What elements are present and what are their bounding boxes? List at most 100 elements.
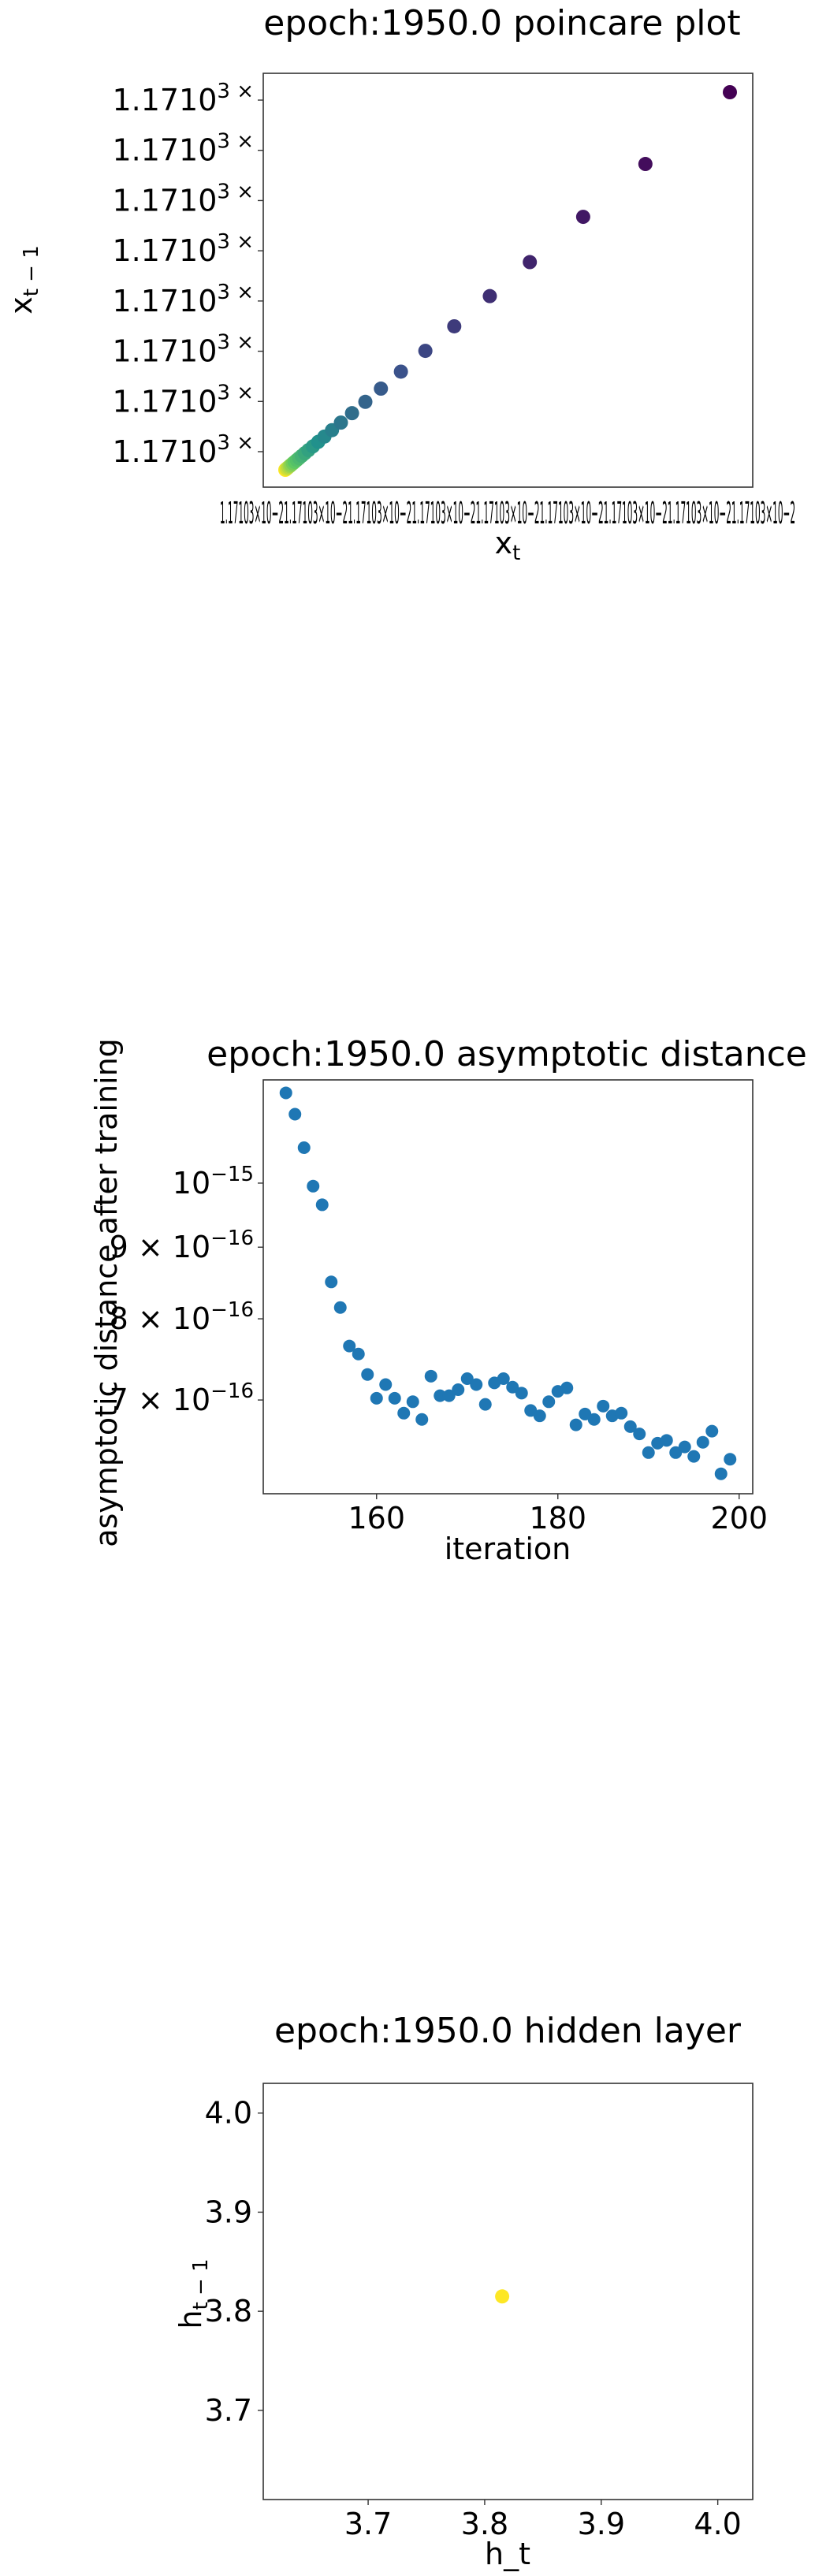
asymptotic-point — [406, 1395, 419, 1409]
poincare-y-tick-label: 1.17103 × — [112, 331, 254, 369]
poincare-point — [358, 394, 373, 409]
asymptotic-x-label: iteration — [445, 1532, 571, 1566]
hidden-axes-frame — [262, 2083, 754, 2500]
asymptotic-point — [705, 1424, 719, 1438]
poincare-y-tick-label: 1.17103 × — [112, 281, 254, 318]
asymptotic-point — [297, 1141, 311, 1154]
asymptotic-x-tick-label: 180 — [529, 1501, 586, 1536]
poincare-y-tick-label: 1.17103 × — [112, 130, 254, 168]
asymptotic-y-tick-label: 9 × 10−16 — [110, 1227, 254, 1264]
hidden-y-label: ht − 1 — [173, 2258, 213, 2328]
asymptotic-point — [696, 1435, 709, 1449]
poincare-chart: epoch:1950.0 poincare plot 1.17103 × 1.1… — [4, 3, 795, 565]
poincare-axes-frame — [262, 73, 754, 488]
asymptotic-point — [352, 1347, 365, 1361]
asymptotic-points — [279, 1086, 737, 1480]
asymptotic-y-tick-label: 10−15 — [173, 1163, 254, 1201]
asymptotic-distance-chart: epoch:1950.0 asymptotic distance 160 180 2… — [89, 1034, 807, 1566]
hidden-x-ticks: 3.7 3.8 3.9 4.0 — [344, 2500, 742, 2541]
asymptotic-point — [452, 1383, 465, 1396]
asymptotic-point — [542, 1395, 556, 1409]
asymptotic-point — [615, 1406, 628, 1420]
asymptotic-point — [660, 1434, 673, 1447]
poincare-y-tick-label: 1.17103 × — [112, 381, 254, 419]
asymptotic-point — [343, 1339, 356, 1353]
asymptotic-point — [724, 1453, 737, 1466]
hidden-y-tick-label: 3.8 — [205, 2294, 252, 2328]
poincare-y-tick-label: 1.17103 × — [112, 80, 254, 117]
asymptotic-title: epoch:1950.0 asymptotic distance — [207, 1034, 807, 1074]
hidden-x-label: h_t — [485, 2537, 530, 2571]
asymptotic-point — [470, 1378, 483, 1391]
poincare-x-label: xt — [495, 526, 521, 565]
asymptotic-point — [315, 1198, 329, 1212]
asymptotic-point — [497, 1372, 510, 1386]
asymptotic-point — [307, 1179, 320, 1193]
asymptotic-point — [424, 1369, 437, 1383]
hidden-x-tick-label: 3.7 — [344, 2507, 392, 2541]
asymptotic-point — [569, 1418, 582, 1431]
asymptotic-point — [288, 1107, 302, 1121]
asymptotic-point — [333, 1301, 347, 1314]
asymptotic-y-label: asymptotic distance after training — [89, 1038, 124, 1547]
asymptotic-point — [370, 1391, 383, 1405]
poincare-y-tick-label: 1.17103 × — [112, 180, 254, 218]
asymptotic-point — [687, 1450, 701, 1463]
asymptotic-x-tick-label: 200 — [710, 1501, 768, 1536]
hidden-x-tick-label: 3.9 — [578, 2507, 625, 2541]
poincare-point — [418, 344, 433, 359]
poincare-x-tick-labels: 1.17103×10−21.17103×10−21.17103×10−21.17… — [220, 496, 795, 530]
asymptotic-point — [325, 1275, 338, 1289]
poincare-point — [333, 415, 348, 430]
asymptotic-point — [379, 1378, 393, 1391]
hidden-x-tick-label: 3.8 — [461, 2507, 508, 2541]
asymptotic-point — [714, 1467, 728, 1480]
asymptotic-point — [579, 1407, 592, 1420]
asymptotic-point — [623, 1420, 637, 1433]
asymptotic-x-ticks: 160 180 200 — [348, 1494, 768, 1536]
asymptotic-point — [587, 1413, 601, 1426]
poincare-point — [638, 157, 653, 172]
asymptotic-point — [678, 1440, 691, 1454]
asymptotic-point — [388, 1391, 401, 1405]
asymptotic-point — [415, 1413, 429, 1426]
poincare-y-ticks: 1.17103 × 1.17103 × 1.17103 × 1.17103 × … — [112, 80, 263, 469]
asymptotic-point — [669, 1446, 683, 1459]
poincare-point — [393, 364, 408, 379]
asymptotic-axes-frame — [262, 1079, 754, 1495]
asymptotic-point — [397, 1406, 411, 1420]
poincare-point — [447, 318, 462, 333]
asymptotic-point — [597, 1399, 610, 1413]
poincare-y-tick-label: 1.17103 × — [112, 431, 254, 469]
poincare-point — [723, 85, 737, 99]
poincare-point — [482, 288, 497, 303]
hidden-y-tick-label: 3.9 — [205, 2194, 252, 2229]
asymptotic-point — [642, 1446, 655, 1459]
hidden-y-tick-label: 3.7 — [205, 2393, 252, 2428]
asymptotic-point — [515, 1387, 528, 1400]
asymptotic-point — [506, 1380, 519, 1394]
asymptotic-point — [478, 1398, 492, 1411]
asymptotic-y-tick-label: 7 × 10−16 — [110, 1379, 254, 1417]
asymptotic-point — [434, 1389, 447, 1402]
poincare-point — [374, 382, 389, 396]
asymptotic-point — [460, 1372, 474, 1386]
poincare-y-tick-label: 1.17103 × — [112, 230, 254, 268]
poincare-points — [278, 85, 737, 477]
asymptotic-x-tick-label: 160 — [348, 1501, 405, 1536]
hidden-points — [495, 2289, 510, 2304]
asymptotic-point — [560, 1381, 574, 1394]
hidden-y-ticks: 3.7 3.8 3.9 4.0 — [205, 2096, 263, 2428]
asymptotic-point — [361, 1368, 374, 1381]
asymptotic-y-ticks: 10−15 9 × 10−16 8 × 10−16 7 × 10−16 — [110, 1163, 263, 1417]
hidden-layer-chart: epoch:1950.0 hidden layer 3.7 3.8 3.9 4.0 3… — [173, 2011, 754, 2571]
hidden-y-tick-label: 4.0 — [205, 2096, 252, 2131]
poincare-point — [523, 255, 538, 270]
asymptotic-point — [633, 1428, 646, 1441]
asymptotic-point — [279, 1086, 292, 1100]
hidden-point — [495, 2289, 510, 2304]
poincare-point — [575, 210, 590, 225]
asymptotic-point — [533, 1409, 546, 1423]
asymptotic-point — [442, 1389, 456, 1402]
